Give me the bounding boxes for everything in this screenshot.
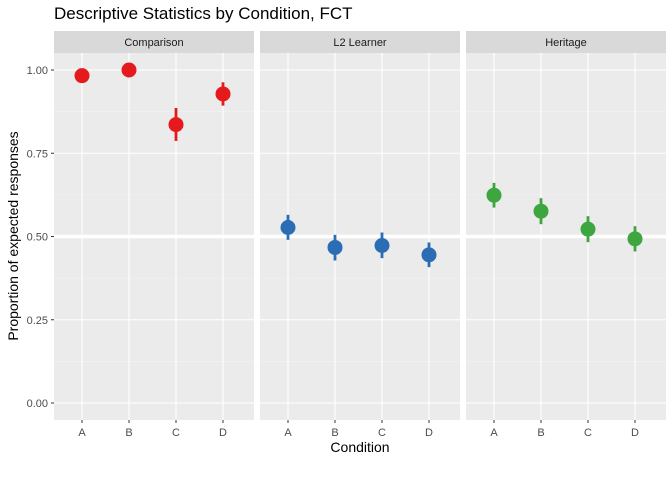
facet-strip xyxy=(54,31,254,53)
chart-title: Descriptive Statistics by Condition, FCT xyxy=(54,4,353,23)
x-axis-title: Condition xyxy=(330,439,389,455)
x-tick-label: B xyxy=(537,427,544,439)
data-point xyxy=(121,62,137,78)
data-point xyxy=(327,239,343,255)
x-tick-label: A xyxy=(490,427,498,439)
y-axis-title: Proportion of expected responses xyxy=(5,131,21,340)
x-tick-label: D xyxy=(219,427,227,439)
x-tick-label: B xyxy=(125,427,132,439)
data-point xyxy=(580,221,596,237)
facet-strip xyxy=(260,31,460,53)
data-point xyxy=(533,203,549,219)
data-point xyxy=(74,68,90,84)
x-tick-label: C xyxy=(172,427,180,439)
x-tick-label: A xyxy=(284,427,292,439)
data-point xyxy=(374,237,390,253)
x-tick-label: D xyxy=(631,427,639,439)
y-tick-label: 1.00 xyxy=(27,65,48,77)
data-point xyxy=(486,187,502,203)
x-tick-label: C xyxy=(378,427,386,439)
y-tick-label: 0.50 xyxy=(27,232,48,244)
x-tick-label: A xyxy=(78,427,86,439)
facet-label: Comparison xyxy=(124,37,183,49)
data-point xyxy=(215,86,231,102)
data-point xyxy=(421,247,437,263)
data-point xyxy=(627,231,643,247)
data-point xyxy=(280,220,296,236)
x-tick-label: C xyxy=(584,427,592,439)
x-tick-label: D xyxy=(425,427,433,439)
y-tick-label: 0.75 xyxy=(27,148,48,160)
data-point xyxy=(168,117,184,133)
y-tick-label: 0.25 xyxy=(27,315,48,327)
y-tick-label: 0.00 xyxy=(27,398,48,410)
facet-strip xyxy=(466,31,666,53)
facet-label: Heritage xyxy=(545,37,587,49)
facet-label: L2 Learner xyxy=(333,37,387,49)
x-tick-label: B xyxy=(331,427,338,439)
